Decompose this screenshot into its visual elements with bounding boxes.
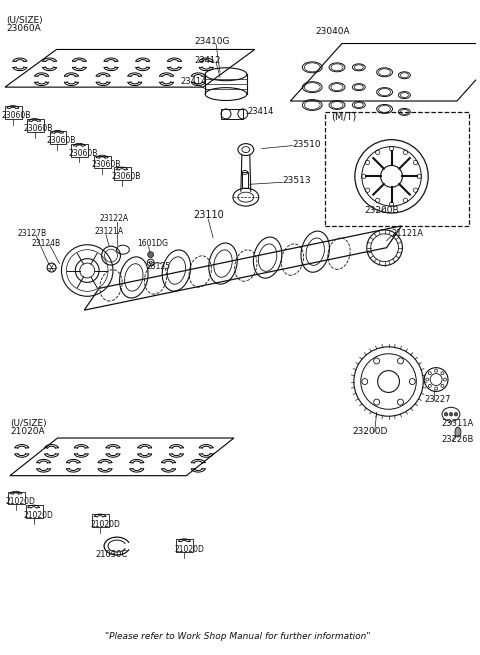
Text: 23410G: 23410G bbox=[194, 37, 230, 45]
Text: 23060B: 23060B bbox=[111, 172, 140, 181]
Bar bbox=[8, 491, 25, 504]
Bar bbox=[325, 112, 469, 226]
Text: 23060B: 23060B bbox=[2, 111, 31, 120]
Text: 23513: 23513 bbox=[283, 176, 311, 185]
Text: 23121A: 23121A bbox=[94, 227, 123, 236]
Text: 23060B: 23060B bbox=[47, 136, 76, 145]
Text: (U/SIZE): (U/SIZE) bbox=[10, 419, 47, 428]
Text: 23127B: 23127B bbox=[18, 229, 47, 238]
Text: 23040A: 23040A bbox=[315, 27, 350, 35]
Text: 23414: 23414 bbox=[180, 77, 207, 86]
Bar bbox=[94, 155, 111, 168]
Text: 23060B: 23060B bbox=[91, 160, 120, 170]
Text: 23226B: 23226B bbox=[441, 435, 473, 444]
Text: 23125: 23125 bbox=[147, 261, 171, 271]
Text: 1601DG: 1601DG bbox=[137, 238, 168, 248]
Text: 23200B: 23200B bbox=[365, 206, 399, 215]
Text: 21030C: 21030C bbox=[95, 550, 127, 559]
Bar bbox=[114, 168, 131, 180]
Circle shape bbox=[444, 413, 448, 416]
Text: 21020D: 21020D bbox=[174, 545, 204, 554]
Text: 23200D: 23200D bbox=[352, 427, 387, 436]
Text: 23060B: 23060B bbox=[24, 124, 53, 133]
Text: 23227: 23227 bbox=[424, 396, 451, 404]
Text: 21020D: 21020D bbox=[24, 512, 54, 520]
Bar bbox=[242, 172, 248, 188]
Bar bbox=[27, 119, 44, 132]
Text: (M/T): (M/T) bbox=[331, 112, 356, 122]
Text: 21020A: 21020A bbox=[10, 427, 45, 436]
Text: 23122A: 23122A bbox=[99, 214, 128, 223]
Text: 23124B: 23124B bbox=[32, 238, 61, 248]
Bar bbox=[177, 539, 193, 552]
Text: "Please refer to Work Shop Manual for further information": "Please refer to Work Shop Manual for fu… bbox=[105, 632, 371, 641]
Circle shape bbox=[449, 413, 453, 416]
Text: 23412: 23412 bbox=[194, 56, 221, 66]
Text: 21121A: 21121A bbox=[392, 229, 423, 238]
Circle shape bbox=[148, 252, 154, 257]
Text: 23311A: 23311A bbox=[441, 419, 473, 428]
Text: 23510: 23510 bbox=[292, 140, 321, 149]
Text: 21020D: 21020D bbox=[90, 520, 120, 529]
Ellipse shape bbox=[455, 427, 461, 437]
Text: 23110: 23110 bbox=[193, 210, 224, 220]
Circle shape bbox=[454, 413, 458, 416]
Text: 23414: 23414 bbox=[248, 107, 274, 116]
Bar bbox=[49, 131, 66, 143]
Text: 23060A: 23060A bbox=[6, 24, 41, 33]
Bar bbox=[5, 106, 22, 119]
Bar bbox=[26, 506, 43, 518]
Text: 21020D: 21020D bbox=[6, 497, 36, 506]
Text: 23060B: 23060B bbox=[68, 149, 98, 157]
Bar bbox=[72, 143, 88, 157]
Bar bbox=[92, 514, 109, 527]
Bar bbox=[221, 109, 243, 119]
Text: (U/SIZE): (U/SIZE) bbox=[6, 16, 43, 25]
